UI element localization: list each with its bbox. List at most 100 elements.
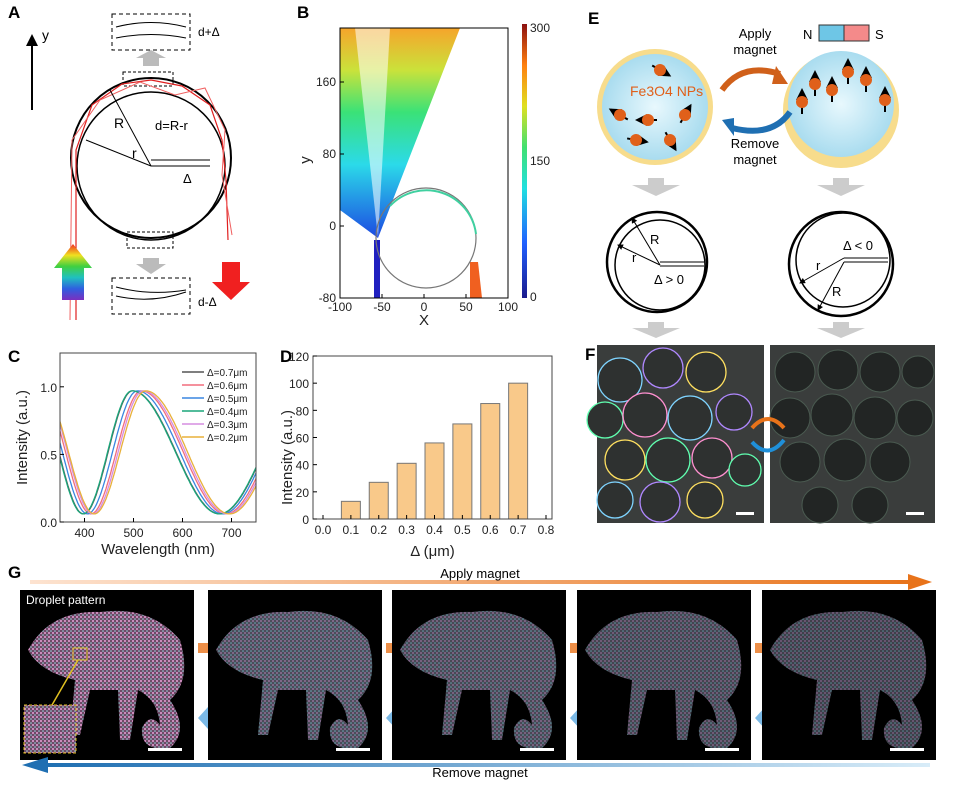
bar — [480, 403, 501, 520]
y-tick-label: 20 — [296, 486, 310, 500]
apply-magnet-arrow — [30, 580, 910, 584]
droplet — [810, 393, 854, 437]
down-arrow-icon — [136, 258, 166, 274]
droplet — [869, 441, 911, 483]
magnet-n-label: N — [803, 27, 812, 42]
x-tick-label: 700 — [221, 526, 241, 540]
nanoparticle — [630, 134, 642, 146]
down-arrow-icon — [817, 178, 865, 196]
droplet — [801, 486, 839, 524]
x-tick-label: 0.0 — [315, 523, 332, 537]
y-tick-label: 80 — [296, 404, 310, 418]
x-tick-label: 400 — [74, 526, 94, 540]
nanoparticle — [654, 64, 666, 76]
droplet-pattern-label: Droplet pattern — [26, 593, 105, 607]
zoom-inset — [23, 704, 77, 754]
bar — [368, 481, 389, 520]
scale-bar — [336, 748, 370, 751]
right-r-line — [799, 257, 845, 284]
y-tick-label: 120 — [289, 350, 309, 364]
droplet — [901, 355, 935, 389]
remove-text-1: Remove — [731, 136, 779, 151]
droplet — [667, 395, 713, 441]
colorbar — [522, 24, 527, 298]
top-gap-label: d+Δ — [198, 25, 220, 39]
b-xlabel: X — [419, 312, 429, 329]
apply-arrowhead-icon — [908, 574, 932, 590]
apply-arrowhead — [772, 66, 788, 84]
scale-bar — [705, 748, 739, 751]
legend-label: Δ=0.6μm — [207, 381, 248, 392]
chameleon-pattern — [770, 610, 927, 749]
magnet-n-pole — [818, 24, 845, 42]
b-ylabel: y — [297, 156, 314, 164]
droplet — [896, 399, 934, 437]
input-rays — [374, 240, 380, 298]
droplet-core-left — [602, 54, 708, 160]
y-tick-label: 80 — [323, 147, 337, 161]
droplet — [853, 396, 897, 440]
panel-label-b: B — [297, 3, 309, 22]
nanoparticle — [614, 109, 626, 121]
y-tick-label: 0.5 — [40, 448, 57, 462]
legend-label: Δ=0.5μm — [207, 394, 248, 405]
scale-bar — [906, 512, 924, 515]
nanoparticles-aligned — [796, 58, 891, 114]
y-tick-label: 40 — [296, 459, 310, 473]
nanoparticle — [879, 94, 891, 106]
nanoparticle — [842, 66, 854, 78]
remove-cycle-arrow-icon — [731, 110, 793, 134]
apply-text-1: Apply — [739, 26, 772, 41]
y-tick-label: 60 — [296, 432, 310, 446]
chameleon-pattern — [585, 610, 742, 749]
legend-label: Δ=0.2μm — [207, 433, 248, 444]
left-r-label: r — [632, 250, 637, 265]
left-outer-circle — [605, 210, 709, 314]
up-arrow-icon — [136, 50, 166, 66]
scale-bar — [148, 748, 182, 751]
x-tick-label: 0.7 — [510, 523, 527, 537]
nanoparticle — [664, 134, 676, 146]
scale-bar — [736, 512, 754, 515]
spectrum-chart: Δ=0.7μm Δ=0.6μm Δ=0.5μm Δ=0.4μm Δ=0.3μm Δ=0.2… — [14, 352, 257, 558]
panel-label-a: A — [8, 3, 20, 22]
colorbar-tick: 300 — [530, 21, 550, 35]
y-tick-label: 1.0 — [40, 381, 57, 395]
right-outer-circle — [787, 210, 895, 318]
bar-chart: 0.0 0.1 0.2 0.3 0.4 0.5 0.6 0.7 0.8 0 20 40 60 80 100 1… — [279, 350, 555, 560]
y-axis-label: y — [42, 27, 49, 43]
droplet — [769, 397, 811, 439]
scale-bar — [520, 748, 554, 751]
panel-b: B -100 -50 0 50 100 -80 0 80 160 X y 300 150 0 — [297, 3, 550, 329]
right-R-line — [817, 261, 845, 311]
droplet — [622, 392, 668, 438]
apply-cycle-arrow-icon — [719, 67, 781, 92]
magnet-s-label: S — [875, 27, 884, 42]
droplet — [604, 439, 646, 481]
y-tick-label: 0 — [302, 513, 309, 527]
apply-magnet-label: Apply magnet — [440, 566, 520, 581]
right-R-label: R — [832, 284, 841, 299]
x-tick-label: 600 — [172, 526, 192, 540]
apply-text-2: magnet — [733, 42, 777, 57]
remove-cycle-arrow-icon — [750, 438, 786, 453]
top-shell-detail — [115, 22, 187, 39]
x-tick-label: 100 — [498, 300, 518, 314]
chameleon-pattern — [216, 610, 373, 749]
down-arrow-icon — [632, 178, 680, 196]
droplet — [774, 351, 816, 393]
droplet — [728, 453, 762, 487]
remove-magnet-label: Remove magnet — [432, 765, 528, 780]
x-tick-label: 0 — [421, 300, 428, 314]
remove-magnet-arrow — [46, 763, 930, 767]
y-tick-label: 0 — [329, 219, 336, 233]
chameleon-pattern — [400, 610, 557, 749]
x-axis-label: Δ (μm) — [410, 543, 455, 560]
b-ticks: -100 -50 0 50 100 -80 0 80 160 — [316, 75, 518, 314]
left-R-label: R — [650, 232, 659, 247]
zoom-pointer — [51, 659, 79, 706]
d-formula-label: d=R-r — [155, 118, 189, 133]
outer-circle — [70, 77, 232, 239]
x-tick-label: 0.1 — [343, 523, 360, 537]
